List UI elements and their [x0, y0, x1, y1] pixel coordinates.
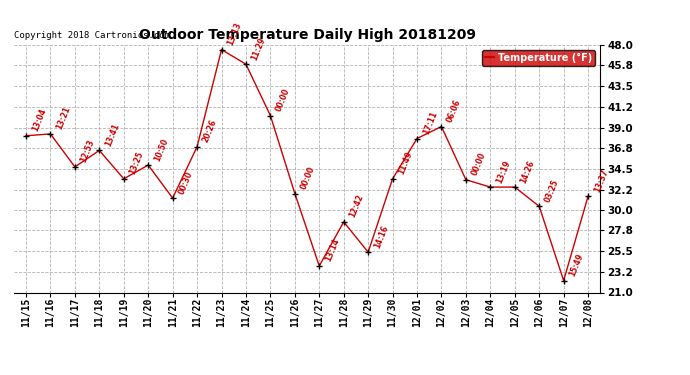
Text: Copyright 2018 Cartronics.com: Copyright 2018 Cartronics.com [14, 31, 170, 40]
Text: 00:30: 00:30 [177, 170, 194, 195]
Text: 13:14: 13:14 [324, 237, 341, 263]
Text: 03:25: 03:25 [543, 178, 561, 204]
Text: 13:37: 13:37 [592, 168, 610, 194]
Text: 12:42: 12:42 [348, 194, 365, 219]
Text: 11:29: 11:29 [250, 36, 268, 62]
Text: 14:26: 14:26 [519, 159, 536, 184]
Text: 06:06: 06:06 [446, 98, 463, 124]
Title: Outdoor Temperature Daily High 20181209: Outdoor Temperature Daily High 20181209 [139, 28, 475, 42]
Text: 00:00: 00:00 [299, 165, 317, 191]
Text: 11:49: 11:49 [397, 150, 414, 176]
Text: 00:00: 00:00 [275, 87, 292, 113]
Text: 13:19: 13:19 [495, 159, 512, 184]
Text: 10:50: 10:50 [152, 136, 170, 162]
Text: 13:25: 13:25 [128, 150, 146, 176]
Text: 13:21: 13:21 [55, 105, 72, 131]
Text: 13:13: 13:13 [226, 21, 243, 47]
Text: 13:04: 13:04 [30, 107, 48, 133]
Text: 12:53: 12:53 [79, 138, 97, 164]
Text: 15:49: 15:49 [568, 252, 585, 278]
Text: 00:00: 00:00 [470, 151, 487, 177]
Text: 17:11: 17:11 [421, 110, 439, 136]
Legend: Temperature (°F): Temperature (°F) [482, 50, 595, 66]
Text: 14:16: 14:16 [373, 224, 390, 249]
Text: 13:41: 13:41 [104, 122, 121, 148]
Text: 20:26: 20:26 [201, 118, 219, 144]
